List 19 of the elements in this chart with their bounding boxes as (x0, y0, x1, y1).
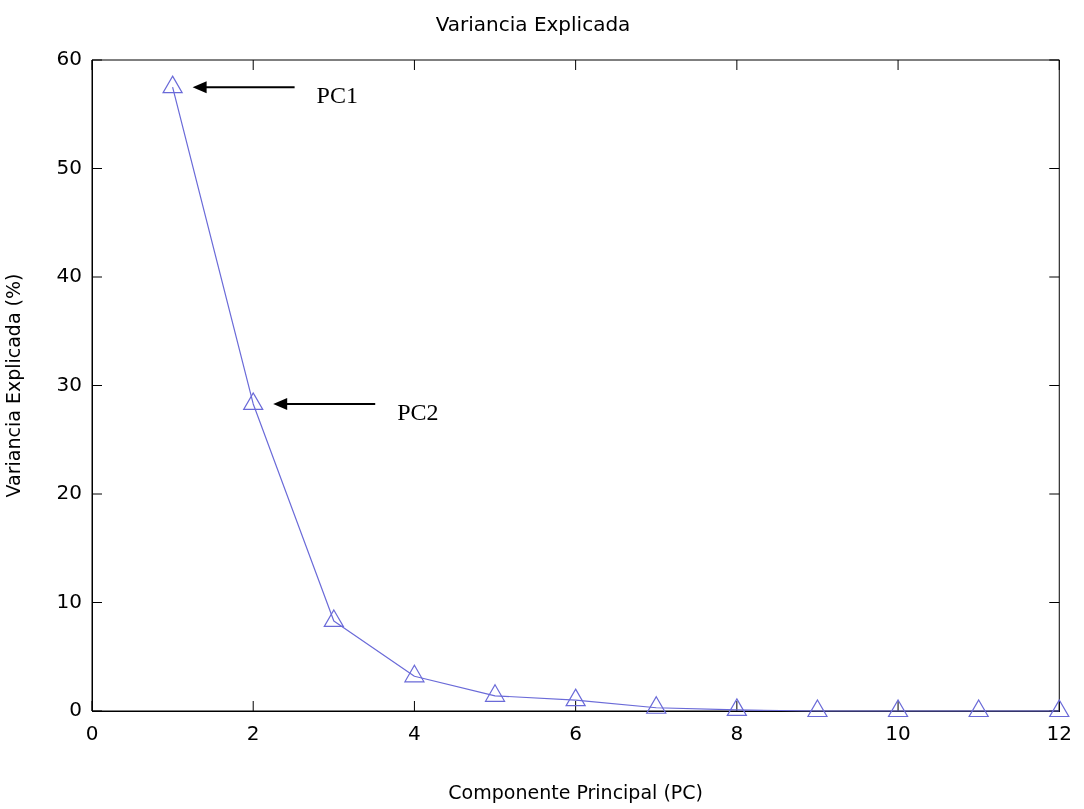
y-tick-label: 0 (69, 697, 82, 722)
y-tick-label: 40 (56, 263, 82, 288)
annotation: PC1 (316, 82, 358, 109)
y-axis-title: Variancia Explicada (%) (2, 273, 25, 498)
y-tick-label: 50 (56, 154, 82, 179)
x-tick-label: 10 (885, 721, 911, 746)
chart-title: Variancia Explicada (435, 12, 631, 37)
annotation: PC2 (397, 399, 439, 426)
y-tick-label: 60 (56, 46, 82, 71)
y-tick-label: 30 (56, 371, 82, 396)
y-tick-label: 10 (56, 588, 82, 613)
x-tick-label: 12 (1046, 721, 1072, 746)
x-tick-label: 2 (246, 721, 260, 746)
x-tick-label: 4 (408, 721, 421, 746)
x-tick-label: 0 (85, 721, 99, 746)
y-tick-label: 20 (56, 480, 82, 505)
x-axis-title: Componente Principal (PC) (448, 780, 703, 803)
x-tick-label: 6 (569, 721, 582, 746)
x-tick-label: 8 (730, 721, 744, 746)
